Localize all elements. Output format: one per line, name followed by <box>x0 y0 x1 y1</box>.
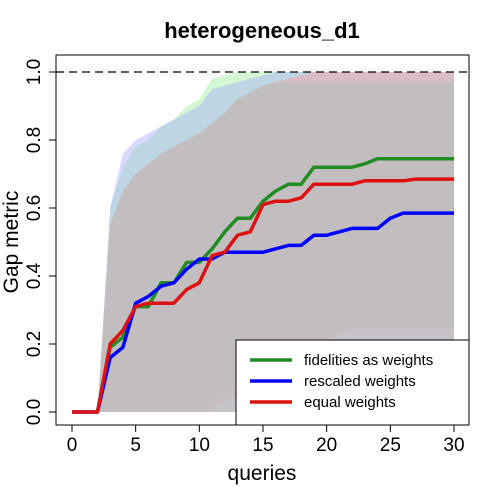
x-tick-label: 10 <box>189 435 210 456</box>
x-tick-label: 5 <box>130 435 141 456</box>
confidence-bands <box>72 72 454 412</box>
y-tick-label: 0.8 <box>24 127 45 153</box>
x-tick-label: 15 <box>252 435 273 456</box>
x-axis-label: queries <box>228 462 297 485</box>
y-tick-label: 0.4 <box>24 262 45 289</box>
series-line-2 <box>72 177 454 414</box>
x-tick-label: 20 <box>316 435 337 456</box>
y-tick-label: 0.0 <box>24 399 45 425</box>
y-axis-label: Gap metric <box>0 191 23 294</box>
y-axis: 0.0 0.2 0.4 0.6 0.8 1.0 <box>24 59 57 425</box>
x-tick-label: 0 <box>67 435 78 456</box>
legend-label-1: rescaled weights <box>304 373 416 390</box>
series-lines <box>72 156 454 414</box>
chart-title: heterogeneous_d1 <box>164 18 360 43</box>
y-tick-label: 0.6 <box>24 195 45 221</box>
legend-label-0: fidelities as weights <box>304 352 433 369</box>
legend-label-2: equal weights <box>304 394 396 411</box>
y-tick-label: 0.2 <box>24 331 45 357</box>
series-line-1 <box>72 211 454 414</box>
x-tick-label: 30 <box>443 435 464 456</box>
y-tick-label: 1.0 <box>24 59 45 85</box>
legend: fidelities as weights rescaled weights equ… <box>235 339 470 426</box>
x-tick-label: 25 <box>380 435 401 456</box>
x-axis: 0 5 10 15 20 25 30 <box>67 424 465 456</box>
